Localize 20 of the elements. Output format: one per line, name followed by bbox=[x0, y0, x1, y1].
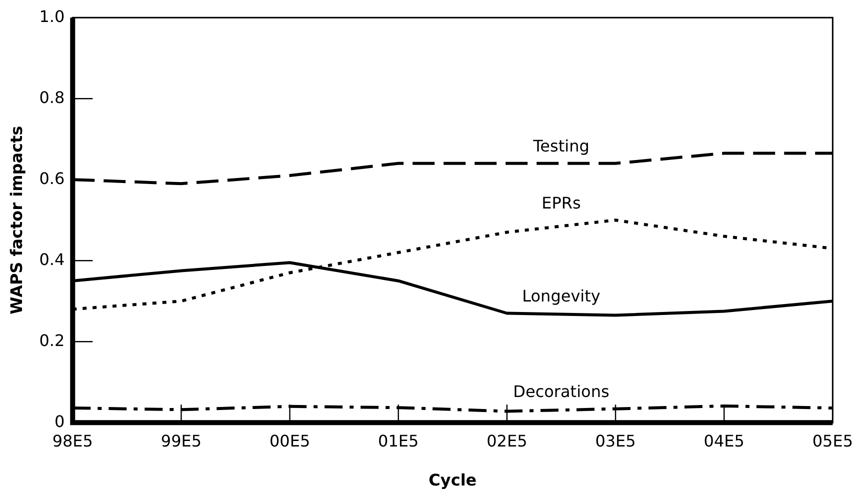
x-tick-label: 01E5 bbox=[378, 431, 419, 450]
x-tick-label: 98E5 bbox=[52, 431, 93, 450]
x-tick-label: 03E5 bbox=[595, 431, 636, 450]
series-label: Testing bbox=[532, 136, 590, 156]
y-tick-label: 0.4 bbox=[39, 250, 65, 269]
x-tick-label: 04E5 bbox=[704, 431, 744, 450]
x-tick-label: 05E5 bbox=[812, 431, 854, 450]
y-tick-label: 0.8 bbox=[39, 88, 65, 107]
y-tick-label: 0.2 bbox=[39, 330, 65, 350]
y-axis-title: WAPS factor impacts bbox=[6, 126, 26, 314]
series-label: Longevity bbox=[522, 286, 600, 306]
series-label: EPRs bbox=[542, 193, 581, 212]
y-tick-label: 1.0 bbox=[39, 6, 65, 26]
x-axis-title: Cycle bbox=[428, 470, 477, 490]
x-tick-label: 02E5 bbox=[486, 431, 528, 450]
y-tick-label: 0 bbox=[54, 412, 65, 431]
x-tick-label: 00E5 bbox=[269, 431, 310, 450]
y-tick-label: 0.6 bbox=[39, 168, 65, 188]
x-tick-label: 99E5 bbox=[160, 431, 202, 450]
series-label: Decorations bbox=[513, 382, 610, 401]
